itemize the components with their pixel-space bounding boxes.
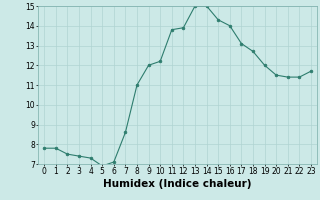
X-axis label: Humidex (Indice chaleur): Humidex (Indice chaleur) xyxy=(103,179,252,189)
